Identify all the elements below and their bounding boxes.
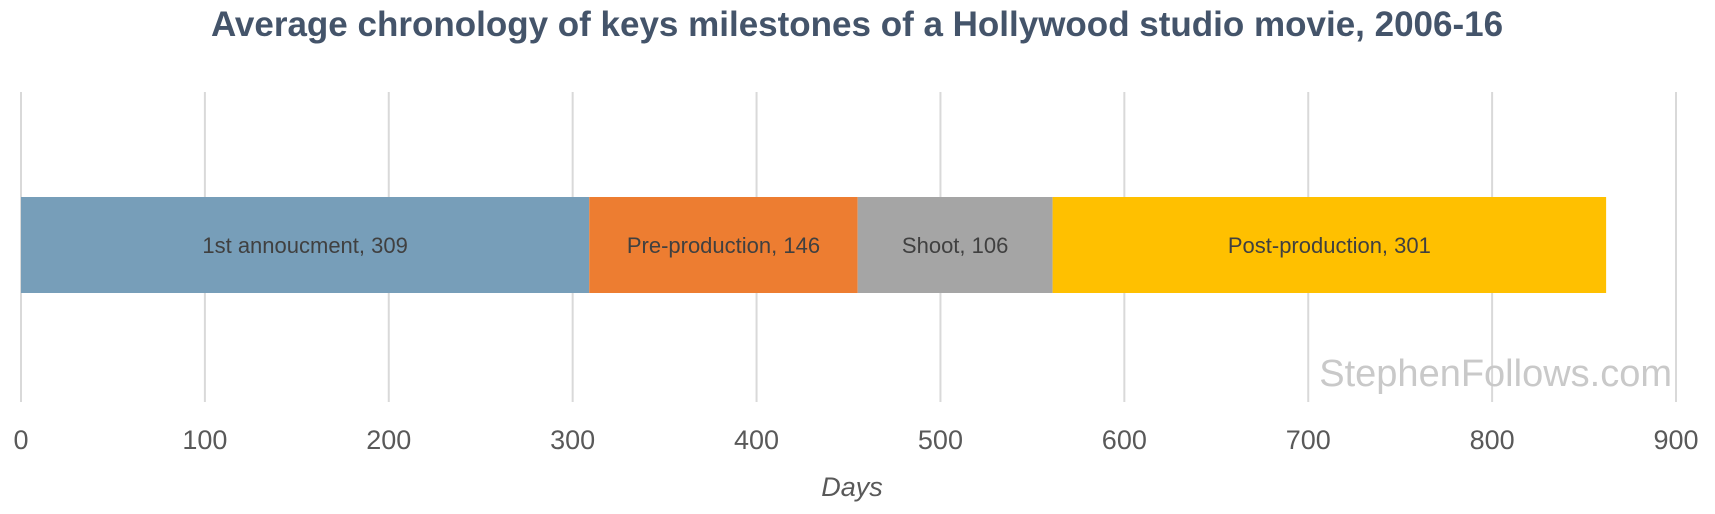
bar-segment <box>857 197 1053 293</box>
x-axis-ticks: 0 100 200 300 400 500 600 700 800 900 <box>13 425 1698 455</box>
x-tick-label: 300 <box>550 425 595 455</box>
segment-labels: 1st annoucment, 309 Pre-production, 146 Sh… <box>202 233 1431 258</box>
segment-data-label: Pre-production, 146 <box>627 233 820 258</box>
segment-data-label: Post-production, 301 <box>1228 233 1431 258</box>
bar-segment <box>589 197 858 293</box>
chart-title: Average chronology of keys milestones of… <box>211 5 1503 44</box>
x-axis-label: Days <box>821 472 883 502</box>
x-tick-label: 500 <box>918 425 963 455</box>
x-tick-label: 900 <box>1653 425 1698 455</box>
x-tick-label: 700 <box>1286 425 1331 455</box>
x-tick-label: 100 <box>182 425 227 455</box>
x-tick-label: 800 <box>1470 425 1515 455</box>
segment-data-label: Shoot, 106 <box>902 233 1008 258</box>
x-tick-label: 600 <box>1102 425 1147 455</box>
watermark: StephenFollows.com <box>1319 353 1672 395</box>
x-tick-label: 200 <box>366 425 411 455</box>
x-tick-label: 0 <box>13 425 28 455</box>
segment-data-label: 1st annoucment, 309 <box>202 233 407 258</box>
x-tick-label: 400 <box>734 425 779 455</box>
stacked-bar <box>21 197 1607 293</box>
bar-segment <box>1052 197 1607 293</box>
bar-segment <box>21 197 590 293</box>
